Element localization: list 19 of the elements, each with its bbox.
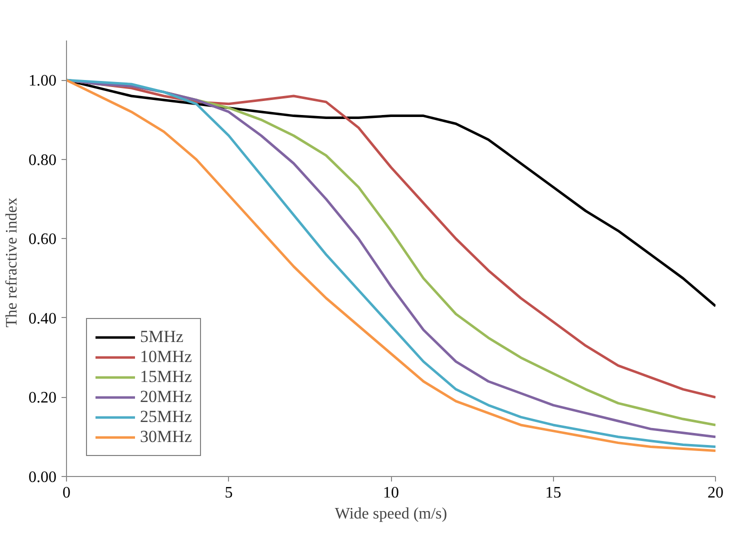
legend-label: 10MHz — [140, 347, 192, 367]
x-tick-label: 10 — [383, 484, 399, 502]
x-tick-label: 15 — [545, 484, 562, 502]
y-tick-label: 0.40 — [28, 310, 56, 328]
y-tick-label: 1.00 — [28, 72, 56, 90]
y-tick-label: 0.80 — [28, 152, 56, 169]
legend-label: 30MHz — [140, 427, 192, 447]
x-tick-label: 20 — [708, 484, 724, 502]
legend-label: 20MHz — [140, 387, 192, 407]
y-tick-label: 0.60 — [28, 231, 56, 248]
legend-label: 25MHz — [140, 407, 192, 427]
y-axis-title: The refractive index — [4, 198, 20, 328]
x-axis-title: Wide speed (m/s) — [334, 506, 448, 522]
legend-label: 5MHz — [140, 327, 184, 347]
x-tick-label: 0 — [62, 484, 70, 502]
y-tick-label: 0.20 — [28, 390, 56, 407]
legend-label: 15MHz — [140, 367, 192, 387]
y-tick-label: 0.00 — [28, 469, 56, 486]
x-tick-label: 5 — [224, 484, 233, 502]
